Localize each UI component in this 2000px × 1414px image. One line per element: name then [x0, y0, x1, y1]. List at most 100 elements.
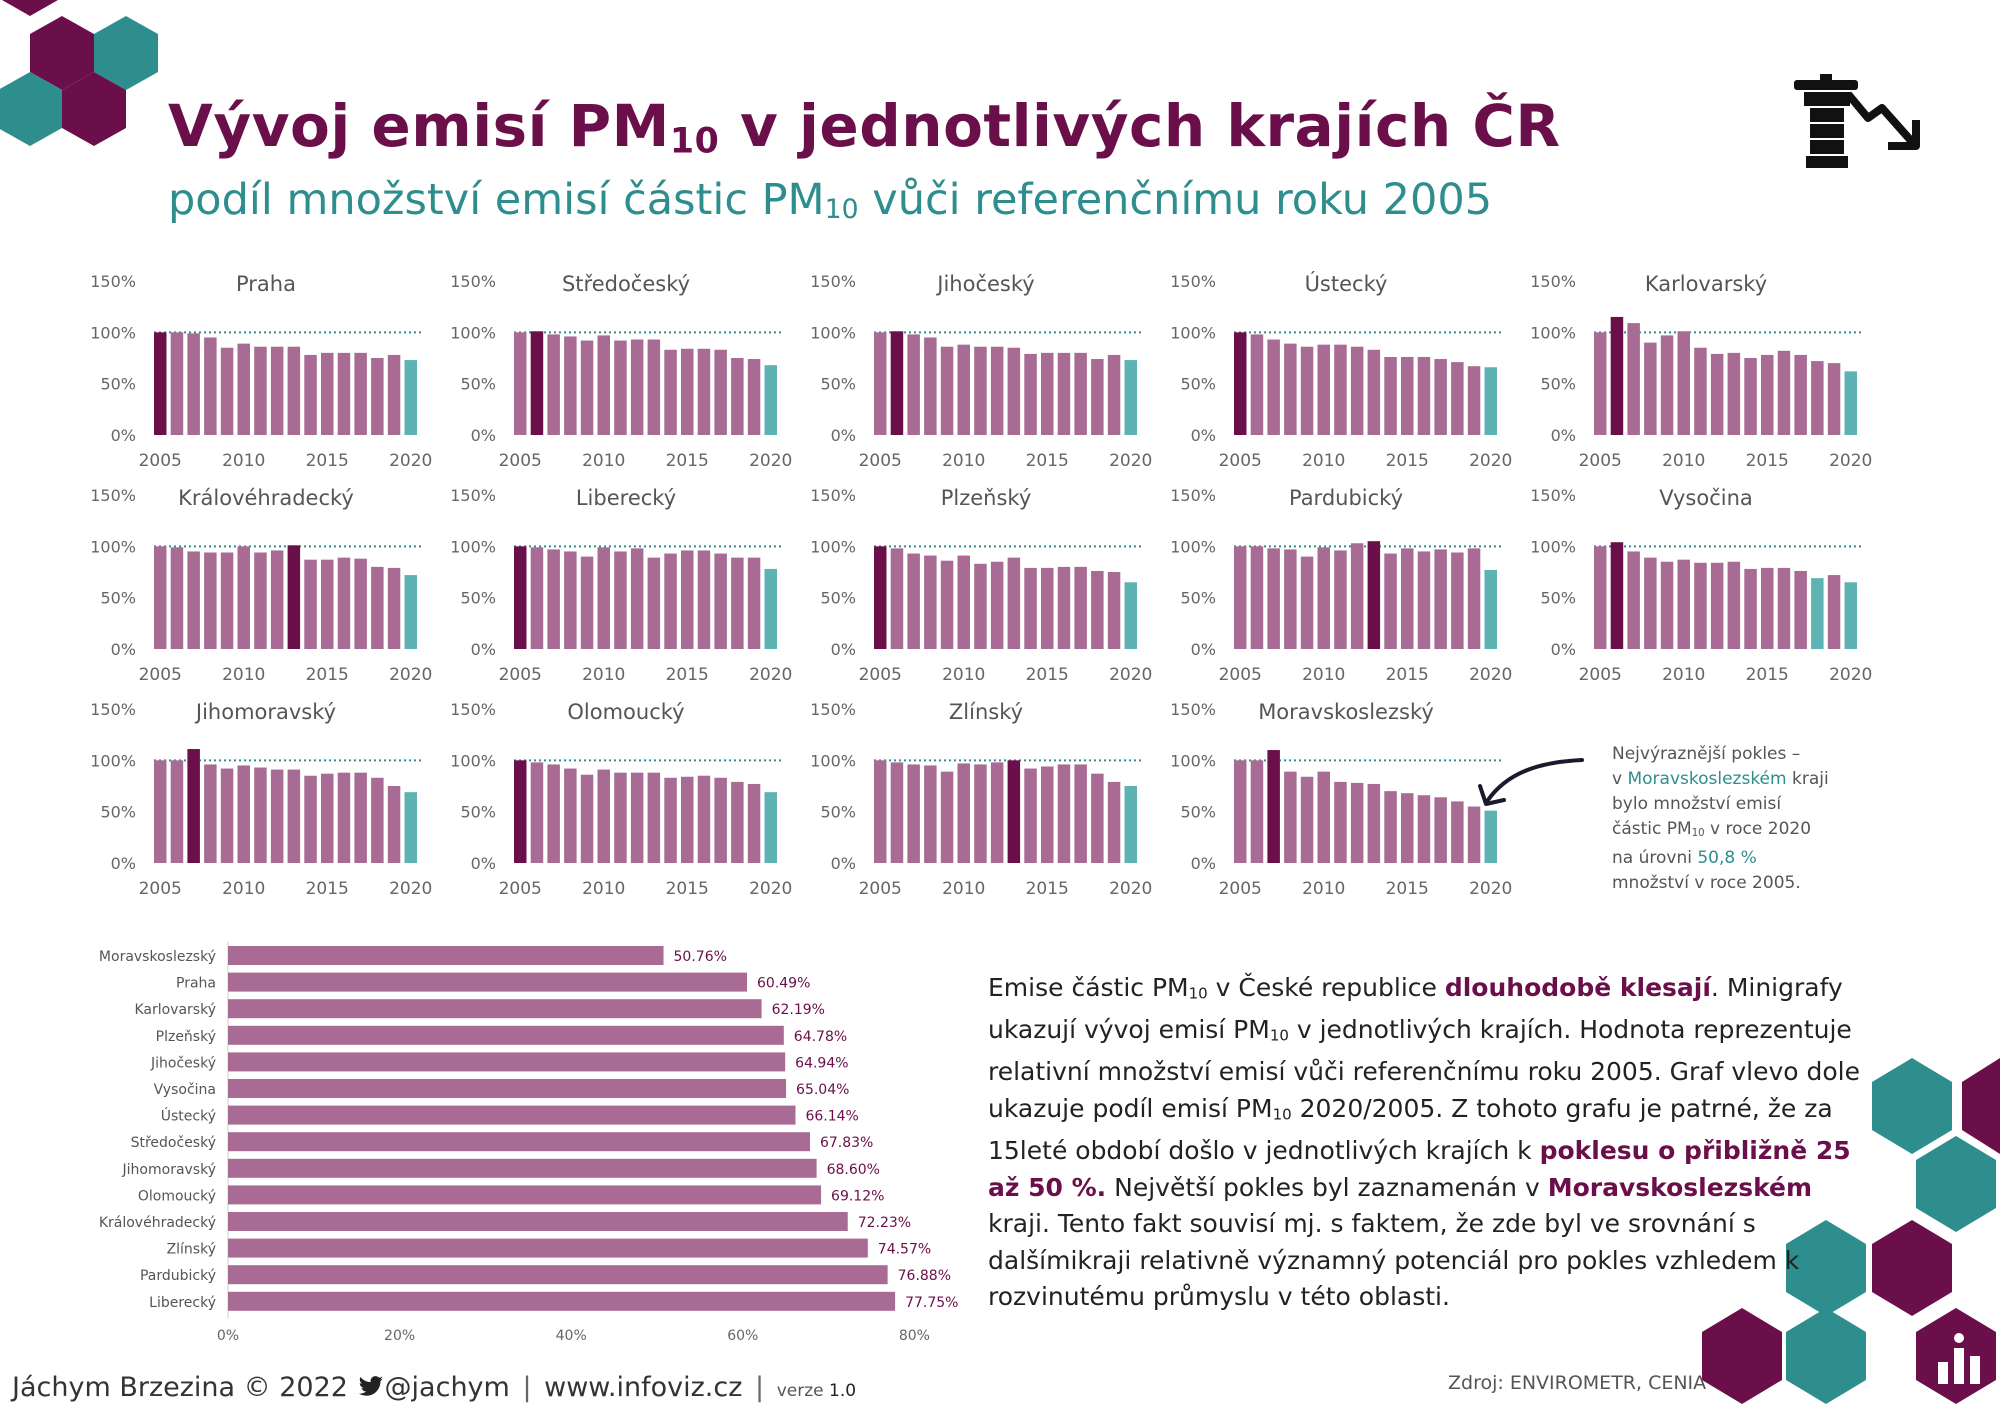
infoviz-logo-icon	[1938, 1333, 1980, 1384]
mini-bar-2018	[1451, 801, 1464, 863]
x-tick-label: 2010	[582, 665, 625, 685]
mini-bar-2008	[564, 336, 577, 435]
mini-bar-2008	[564, 551, 577, 649]
mini-bar-2007	[907, 553, 920, 649]
mini-bar-2011	[614, 340, 627, 435]
hbar-Jihočeský	[228, 1052, 786, 1072]
mini-bar-2017	[1434, 359, 1447, 435]
mini-bar-2018	[731, 781, 744, 863]
footer-version-label: verze	[776, 1381, 829, 1401]
mini-chart-Moravskoslezský: Moravskoslezský 150% 100% 50% 0%2005 2010 2015…	[1170, 700, 1512, 899]
x-tick-label: 2020	[749, 665, 792, 685]
mini-bar-2018	[371, 358, 384, 435]
mini-bar-2008	[204, 552, 217, 649]
annotation-line-2b: kraji	[1786, 769, 1829, 789]
mini-bar-2019	[1827, 575, 1841, 649]
mini-bar-2012	[630, 772, 644, 863]
annotation-line-2a: v	[1612, 769, 1628, 789]
mini-bar-2006	[1250, 760, 1264, 863]
x-tick-label: 2020	[389, 879, 432, 899]
mini-bar-2009	[220, 347, 234, 435]
footer-twitter-handle[interactable]: @jachym	[384, 1372, 510, 1403]
mini-bar-2011	[1334, 781, 1347, 863]
y-tick-label: 100%	[1170, 751, 1216, 770]
mini-bar-2005	[514, 332, 527, 435]
mini-bar-2018	[1811, 578, 1824, 649]
mini-bar-2006	[890, 548, 904, 649]
hbar-value-label: 64.78%	[794, 1029, 847, 1045]
mini-chart-Vysočina: Vysočina 150% 100% 50% 0%2005 2010 2015 2020	[1530, 486, 1872, 685]
footer-website[interactable]: www.infoviz.cz	[544, 1372, 742, 1403]
y-tick-label: 50%	[1540, 375, 1576, 394]
mini-bar-2017	[1794, 570, 1807, 649]
mini-bar-2012	[990, 762, 1004, 863]
footer-site-c: .cz	[704, 1372, 743, 1403]
mini-chart-Pardubický: Pardubický 150% 100% 50% 0%2005 2010 2015 2020	[1170, 486, 1512, 685]
mini-chart-title: Královéhradecký	[178, 486, 354, 510]
y-tick-label: 100%	[1530, 537, 1576, 556]
mini-bar-2014	[304, 775, 317, 863]
x-tick-label: 2010	[222, 879, 265, 899]
mini-bar-2020	[404, 792, 417, 863]
annotation-line-6: množství v roce 2005.	[1612, 872, 1801, 893]
x-tick-label: 2005	[1219, 879, 1262, 899]
mini-bar-2012	[1710, 353, 1724, 435]
y-tick-label: 50%	[820, 803, 856, 822]
mini-bar-2016	[337, 772, 351, 863]
mini-bar-2013	[1007, 760, 1021, 863]
mini-bar-2006	[170, 760, 184, 863]
mini-bar-2013	[1367, 541, 1381, 649]
mini-bar-2011	[1334, 550, 1347, 649]
title-subscript: 10	[669, 121, 720, 162]
y-tick-label: 150%	[1170, 700, 1216, 719]
x-tick-label: 2005	[139, 451, 182, 471]
mini-bar-2011	[614, 551, 627, 649]
mini-bar-2008	[924, 337, 937, 435]
x-tick-label: 2005	[139, 665, 182, 685]
hbar-category-label: Karlovarský	[134, 1002, 216, 1018]
mini-bar-2005	[154, 760, 167, 863]
mini-bar-2016	[697, 348, 711, 435]
hbar-category-label: Praha	[176, 976, 216, 992]
y-tick-label: 0%	[1191, 426, 1216, 445]
y-tick-label: 0%	[1191, 640, 1216, 659]
mini-bar-2005	[874, 760, 887, 863]
mini-bar-2011	[1694, 562, 1707, 649]
mini-bar-2008	[564, 768, 577, 863]
mini-bar-2010	[597, 769, 610, 863]
title-main: Vývoj emisí PM	[168, 92, 670, 160]
mini-bar-2006	[1610, 542, 1624, 649]
mini-bar-2020	[1484, 810, 1497, 863]
annotation-region: Moravskoslezském	[1627, 769, 1787, 789]
hbar-Jihomoravský	[228, 1158, 817, 1178]
mini-bar-2010	[237, 343, 250, 435]
hbar-Liberecký	[228, 1291, 896, 1311]
mini-bar-2008	[1284, 771, 1297, 863]
mini-bar-2018	[731, 557, 744, 649]
footer: Jáchym Brzezina © 2022 @jachym | www.inf…	[12, 1372, 856, 1403]
x-tick-label: 2005	[1579, 451, 1622, 471]
mini-bar-2009	[580, 556, 594, 649]
x-tick-label: 2005	[499, 451, 542, 471]
mini-bar-2008	[1284, 343, 1297, 435]
mini-bar-2006	[1250, 334, 1264, 435]
mini-bar-2018	[1811, 361, 1824, 435]
mini-bar-2020	[1484, 367, 1497, 435]
y-tick-label: 150%	[810, 700, 856, 719]
mini-bar-2014	[1384, 356, 1397, 435]
para-part-1: Emise částic PM	[988, 973, 1189, 1002]
mini-bar-2018	[1451, 362, 1464, 435]
mini-bar-2014	[304, 354, 317, 435]
mini-bar-2017	[714, 553, 727, 649]
mini-bar-2014	[664, 777, 677, 863]
hbar-x-tick: 0%	[217, 1328, 239, 1344]
mini-bar-2005	[874, 546, 887, 649]
mini-bar-2014	[1024, 768, 1037, 863]
x-tick-label: 2010	[942, 451, 985, 471]
x-tick-label: 2020	[1469, 879, 1512, 899]
annotation-value: 50,8 %	[1697, 847, 1757, 868]
mini-bar-2016	[1777, 350, 1791, 435]
mini-chart-title: Zlínský	[949, 700, 1023, 724]
y-tick-label: 50%	[1180, 375, 1216, 394]
mini-bar-2016	[1417, 356, 1431, 435]
